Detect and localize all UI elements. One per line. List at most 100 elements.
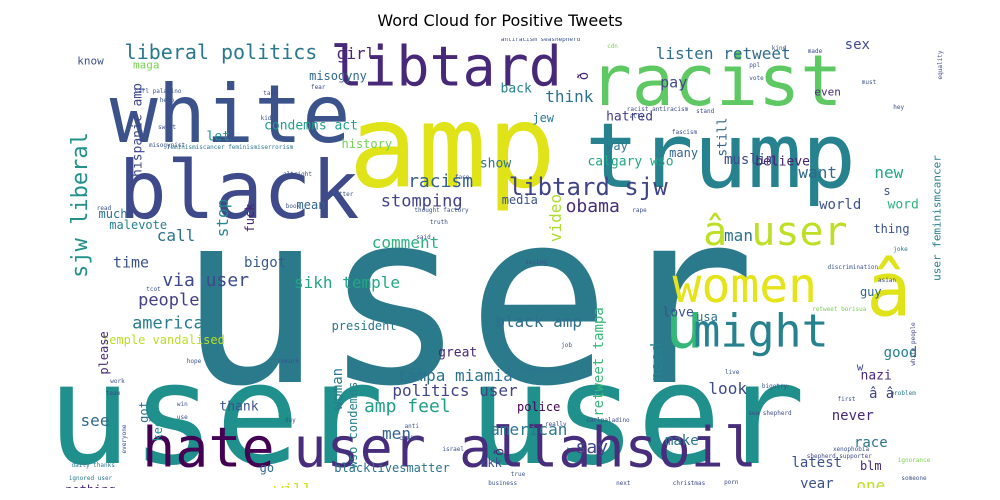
word-136: kind: [771, 45, 787, 53]
word-76: good: [883, 345, 918, 361]
word-36: calgary wso: [587, 154, 674, 170]
word-128: someone: [901, 475, 927, 482]
word-111: cdn: [607, 43, 618, 50]
word-118: sea shepherd: [748, 409, 792, 417]
word-5: black: [118, 144, 360, 237]
word-120: christmas: [672, 479, 706, 487]
word-73: love: [662, 305, 694, 320]
word-105: ð: [575, 72, 592, 81]
word-116: shepherd supporter: [806, 452, 872, 460]
word-49: video: [545, 193, 565, 243]
word-29: hatred: [606, 109, 654, 125]
word-117: notmypresident: [519, 367, 571, 374]
word-62: people: [138, 290, 200, 311]
word-4: white: [109, 67, 351, 161]
word-170: altright: [283, 171, 312, 179]
word-127: equality: [937, 50, 944, 80]
word-71: retweet tampa: [591, 307, 607, 417]
word-21: know: [77, 54, 104, 67]
word-74: usa: [696, 310, 718, 324]
word-166: take: [263, 90, 278, 98]
word-94: â â: [868, 385, 895, 402]
word-91: never: [831, 408, 874, 424]
word-168: sweet: [157, 124, 177, 131]
word-93: race: [853, 435, 888, 451]
word-45: racism: [408, 171, 474, 192]
word-56: comment: [371, 232, 440, 252]
word-24: hispanic amp: [130, 83, 146, 178]
word-131: asian: [877, 277, 897, 284]
word-17: libtard sjw: [508, 172, 668, 201]
word-2: amp: [348, 80, 557, 215]
word-59: time: [112, 253, 150, 272]
word-1: user user: [50, 334, 806, 488]
word-154: really: [544, 421, 567, 428]
word-61: bigot: [244, 255, 287, 271]
chart-title: Word Cloud for Positive Tweets: [377, 11, 623, 30]
word-68: please: [97, 331, 111, 375]
word-147: claim: [399, 434, 418, 442]
word-48: obama: [565, 195, 620, 217]
word-159: book: [285, 202, 301, 210]
word-175: hey: [893, 103, 905, 111]
word-44: world: [819, 196, 862, 213]
word-106: ð: [492, 448, 508, 456]
word-139: face: [454, 173, 470, 181]
word-107: w: [856, 360, 864, 373]
word-18: listen retweet: [655, 43, 791, 63]
word-122: ignored user: [68, 475, 113, 482]
word-137: stand: [696, 108, 715, 116]
word-35: many: [669, 145, 699, 160]
word-69: great: [438, 345, 478, 361]
word-67: temple vandalised: [101, 332, 225, 347]
word-47: media: [501, 193, 538, 207]
word-96: go: [259, 460, 275, 475]
word-165: kid: [260, 115, 272, 122]
word-87: see: [80, 410, 110, 430]
word-43: word: [887, 197, 919, 212]
word-98: will: [274, 482, 313, 488]
word-9: user allahsoil: [293, 415, 757, 480]
word-8: hate: [142, 415, 275, 480]
word-15: liberal politics: [124, 39, 318, 64]
word-162: job: [561, 342, 573, 350]
word-149: porn: [724, 478, 739, 486]
word-16: sjw liberal: [67, 131, 93, 278]
word-25: jew: [532, 111, 555, 126]
word-70: tampa miamiâ: [397, 365, 513, 385]
word-145: use: [176, 414, 188, 422]
word-72: need: [646, 342, 666, 382]
word-10: â: [866, 245, 912, 334]
word-57: man: [724, 226, 753, 245]
word-7: libtard: [330, 38, 562, 99]
word-19: girl: [336, 43, 376, 63]
word-20: sex: [844, 38, 870, 53]
word-169: misogynist: [148, 142, 186, 149]
word-3: trump: [585, 104, 856, 210]
word-63: america: [132, 313, 204, 334]
word-75: guy: [859, 285, 882, 300]
word-41: want: [798, 163, 837, 182]
word-132: joke: [893, 245, 908, 253]
word-52: stop: [212, 198, 232, 238]
word-28: pay: [660, 73, 688, 92]
word-27: think: [545, 86, 594, 106]
word-85: american: [490, 420, 568, 440]
word-153: remark: [277, 358, 300, 365]
word-90: thank: [219, 399, 259, 415]
word-126: xenophobia: [832, 445, 870, 453]
word-23: misogyny: [309, 69, 367, 84]
word-171: read: [96, 205, 112, 212]
word-142: work: [110, 378, 125, 386]
word-84: men: [382, 424, 411, 443]
word-173: everyone: [120, 424, 128, 453]
word-121: daily thanks: [71, 461, 115, 469]
word-81: amp feel: [363, 396, 451, 417]
word-78: look: [708, 379, 747, 398]
word-110: racist antiracism: [626, 106, 689, 113]
word-100: latest: [791, 455, 843, 472]
word-141: hope: [186, 358, 202, 365]
word-155: business: [488, 480, 518, 488]
word-55: mean: [296, 197, 326, 212]
word-148: israel: [442, 445, 465, 453]
